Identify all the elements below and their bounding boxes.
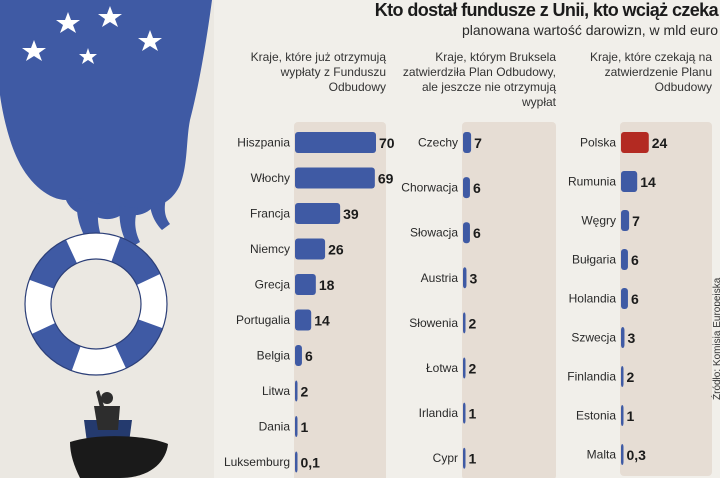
source-note: Źródło: Komisja Europejska <box>712 277 720 400</box>
bar-hiszpania <box>295 132 376 153</box>
lifebuoy <box>24 232 168 376</box>
bar-rumunia <box>621 171 638 192</box>
category-label: Niemcy <box>250 242 290 256</box>
bar-szwecja <box>621 327 625 348</box>
value-label: 0,1 <box>301 455 321 471</box>
category-label: Rumunia <box>568 175 616 189</box>
bar-włochy <box>295 167 375 189</box>
bar-belgia <box>295 345 302 366</box>
category-label: Łotwa <box>426 361 458 375</box>
bar-dania <box>295 416 298 437</box>
value-label: 14 <box>640 174 656 190</box>
category-label: Irlandia <box>419 406 459 420</box>
illustration-hand-lifebuoy <box>0 0 214 478</box>
bar-cypr <box>463 447 466 469</box>
value-label: 3 <box>469 270 477 286</box>
bar-estonia <box>621 405 624 426</box>
value-label: 1 <box>469 406 477 422</box>
page-subtitle: planowana wartość darowizn, w mld euro <box>461 22 718 38</box>
value-label: 7 <box>632 213 640 229</box>
bar-grecja <box>295 274 316 295</box>
value-label: 24 <box>652 135 668 151</box>
bar-niemcy <box>295 238 326 260</box>
category-label: Luksemburg <box>224 455 290 469</box>
value-label: 6 <box>631 291 639 307</box>
bar-francja <box>295 203 341 224</box>
value-label: 14 <box>314 313 330 329</box>
bar-holandia <box>621 288 628 309</box>
value-label: 39 <box>343 206 359 222</box>
category-label: Portugalia <box>236 313 290 327</box>
bar-bułgaria <box>621 249 628 270</box>
category-label: Bułgaria <box>572 253 616 267</box>
category-label: Belgia <box>257 349 291 363</box>
value-label: 2 <box>301 384 309 400</box>
bar-słowacja <box>463 222 470 244</box>
value-label: 6 <box>631 252 639 268</box>
value-label: 6 <box>473 180 481 196</box>
category-label: Litwa <box>262 384 290 398</box>
value-label: 70 <box>379 135 395 151</box>
value-label: 1 <box>301 419 309 435</box>
column-header-waiting: Kraje, które czekają na zatwierdzenie Pl… <box>589 50 712 94</box>
bar-austria <box>463 267 467 289</box>
bar-portugalia <box>295 309 312 331</box>
value-label: 18 <box>319 277 335 293</box>
eu-stars <box>22 6 162 64</box>
value-label: 3 <box>627 330 635 346</box>
category-label: Włochy <box>251 171 290 185</box>
value-label: 2 <box>469 315 477 331</box>
value-label: 2 <box>627 369 635 385</box>
category-label: Grecja <box>255 278 291 292</box>
category-label: Słowenia <box>409 316 458 330</box>
column-header-approved: Kraje, którym Bruksela zatwierdziła Plan… <box>402 50 556 109</box>
value-label: 2 <box>469 361 477 377</box>
category-label: Cypr <box>433 451 458 465</box>
category-label: Węgry <box>581 214 616 228</box>
bar-litwa <box>295 380 298 402</box>
sleeve <box>0 0 212 220</box>
category-label: Polska <box>580 136 616 150</box>
value-label: 1 <box>469 451 477 467</box>
value-label: 69 <box>378 171 394 187</box>
value-label: 0,3 <box>627 447 647 463</box>
category-label: Austria <box>421 271 459 285</box>
bar-malta <box>621 444 624 465</box>
category-label: Hiszpania <box>237 136 290 150</box>
bar-finlandia <box>621 366 624 387</box>
category-label: Francja <box>250 207 290 221</box>
water-hole <box>70 436 168 478</box>
category-label: Słowacja <box>410 226 458 240</box>
bar-węgry <box>621 210 630 231</box>
bar-słowenia <box>463 312 466 334</box>
bar-irlandia <box>463 402 466 424</box>
bar-łotwa <box>463 357 466 379</box>
value-label: 26 <box>328 242 344 258</box>
value-label: 6 <box>473 225 481 241</box>
value-label: 1 <box>627 408 635 424</box>
value-label: 6 <box>305 348 313 364</box>
category-label: Szwecja <box>571 331 616 345</box>
column-header-received: Kraje, które już otrzymują wypłaty z Fun… <box>250 50 386 94</box>
page-title: Kto dostał fundusze z Unii, kto wciąż cz… <box>374 0 719 20</box>
category-label: Holandia <box>569 292 617 306</box>
bar-czechy <box>463 132 472 153</box>
value-label: 7 <box>474 135 482 151</box>
category-label: Chorwacja <box>401 181 458 195</box>
category-label: Czechy <box>418 136 458 150</box>
category-label: Dania <box>259 420 291 434</box>
category-label: Finlandia <box>567 370 616 384</box>
category-label: Malta <box>587 448 617 462</box>
panel-background-2 <box>620 122 712 476</box>
bar-luksemburg <box>295 451 298 473</box>
category-label: Estonia <box>576 409 616 423</box>
bar-polska <box>621 132 649 153</box>
panel-background-1 <box>462 122 556 478</box>
bar-chorwacja <box>463 177 470 199</box>
